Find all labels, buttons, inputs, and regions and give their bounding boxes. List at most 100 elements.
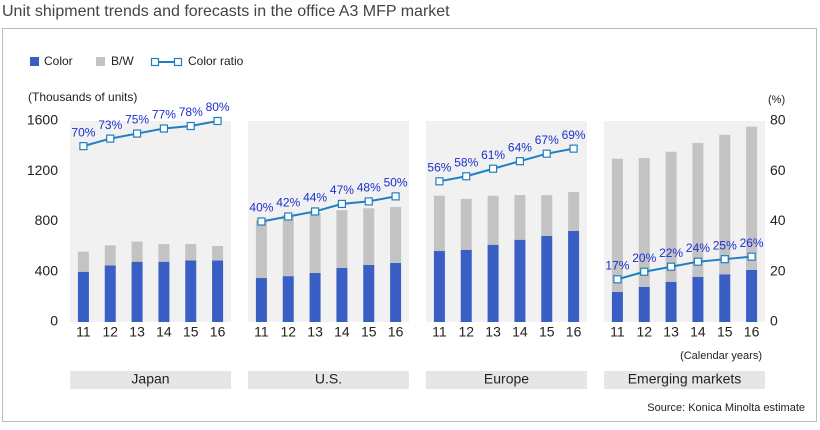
ratio-marker: [106, 134, 115, 143]
bar: [487, 195, 499, 245]
panel-label: U.S.: [315, 371, 342, 387]
data-label: 24%: [686, 241, 710, 255]
ratio-marker: [747, 252, 756, 261]
bar: [433, 251, 445, 322]
x-tick-label: 14: [156, 324, 172, 340]
bar: [692, 276, 704, 322]
data-label: 78%: [179, 105, 203, 119]
data-label: 61%: [481, 148, 505, 162]
x-tick-label: 12: [636, 324, 652, 340]
panel-label-box: [248, 371, 409, 389]
bar: [541, 195, 553, 236]
legend-marker: [173, 57, 183, 67]
x-axis-label: (Calendar years): [680, 350, 762, 362]
data-label: 75%: [125, 113, 149, 127]
bar: [309, 273, 321, 322]
ratio-marker: [364, 197, 373, 206]
data-label: 69%: [562, 128, 586, 142]
data-label: 22%: [659, 246, 683, 260]
ratio-marker: [720, 255, 729, 264]
bar: [363, 208, 375, 265]
panel-background: [70, 121, 231, 322]
bar: [611, 158, 623, 292]
x-tick-label: 15: [183, 324, 199, 340]
bar: [363, 264, 375, 322]
bar: [282, 215, 294, 277]
data-label: 40%: [249, 201, 273, 215]
data-label: 67%: [535, 133, 559, 147]
panel-background: [426, 121, 587, 322]
ratio-marker: [515, 157, 525, 166]
source: Source: Konica Minolta estimate: [647, 402, 805, 414]
bar: [77, 271, 89, 322]
legend-marker: [150, 57, 160, 67]
data-label: 56%: [427, 160, 451, 174]
panel-label: Emerging markets: [628, 371, 742, 387]
x-tick-label: 15: [361, 324, 377, 340]
frame: [2, 28, 817, 422]
legend-label: B/W: [111, 54, 134, 68]
x-tick-label: 11: [610, 324, 625, 340]
bar: [665, 151, 677, 282]
bar: [568, 230, 580, 322]
bar: [746, 269, 758, 322]
data-label: 20%: [632, 251, 656, 265]
panel-label: Japan: [131, 371, 169, 387]
panel-label: Europe: [484, 371, 529, 387]
bar: [541, 235, 553, 322]
bar: [255, 278, 267, 322]
bar: [390, 262, 402, 322]
bar: [638, 286, 650, 322]
bar: [514, 239, 526, 322]
bar: [77, 251, 89, 272]
y2-tick-label: 80: [770, 112, 786, 128]
bar: [131, 261, 143, 322]
x-tick-label: 15: [717, 324, 733, 340]
chart-title: Unit shipment trends and forecasts in th…: [2, 3, 450, 20]
bar: [185, 260, 197, 322]
data-label: 44%: [303, 191, 327, 205]
data-label: 48%: [357, 181, 381, 195]
bar: [692, 142, 704, 277]
legend-label: Color ratio: [188, 54, 244, 68]
bar: [185, 244, 197, 261]
ratio-marker: [693, 257, 703, 266]
ratio-marker: [132, 129, 142, 138]
data-label: 64%: [508, 140, 532, 154]
ratio-marker: [666, 262, 676, 271]
x-tick-label: 16: [744, 324, 760, 340]
ratio-marker: [613, 275, 622, 284]
ratio-marker: [462, 172, 471, 181]
ratio-marker: [213, 116, 222, 126]
ratio-marker: [542, 149, 551, 158]
y2-axis-label: (%): [768, 94, 785, 106]
bar: [104, 245, 116, 266]
y-tick-label: 800: [35, 212, 59, 228]
x-tick-label: 14: [512, 324, 528, 340]
data-label: 80%: [206, 100, 230, 114]
bar: [719, 134, 731, 275]
panel-label-box: [70, 371, 231, 389]
ratio-marker: [569, 144, 578, 153]
y2-tick-label: 60: [770, 162, 786, 178]
ratio-marker: [257, 217, 266, 226]
x-tick-label: 14: [690, 324, 706, 340]
x-tick-label: 13: [129, 324, 145, 340]
y2-tick-label: 20: [770, 262, 786, 278]
data-label: 58%: [454, 155, 478, 169]
y-tick-label: 400: [35, 262, 59, 278]
y-tick-label: 0: [50, 313, 58, 329]
y2-tick-label: 0: [770, 313, 778, 329]
x-tick-label: 12: [280, 324, 296, 340]
ratio-marker: [435, 177, 444, 186]
bar: [611, 291, 623, 322]
x-tick-label: 11: [432, 324, 447, 340]
bar: [158, 244, 170, 262]
y-axis-label: (Thousands of units): [28, 90, 137, 104]
bar: [568, 191, 580, 231]
ratio-marker: [391, 192, 400, 201]
legend-label: Color: [44, 54, 73, 68]
panel-background: [248, 121, 409, 322]
x-tick-label: 15: [539, 324, 555, 340]
